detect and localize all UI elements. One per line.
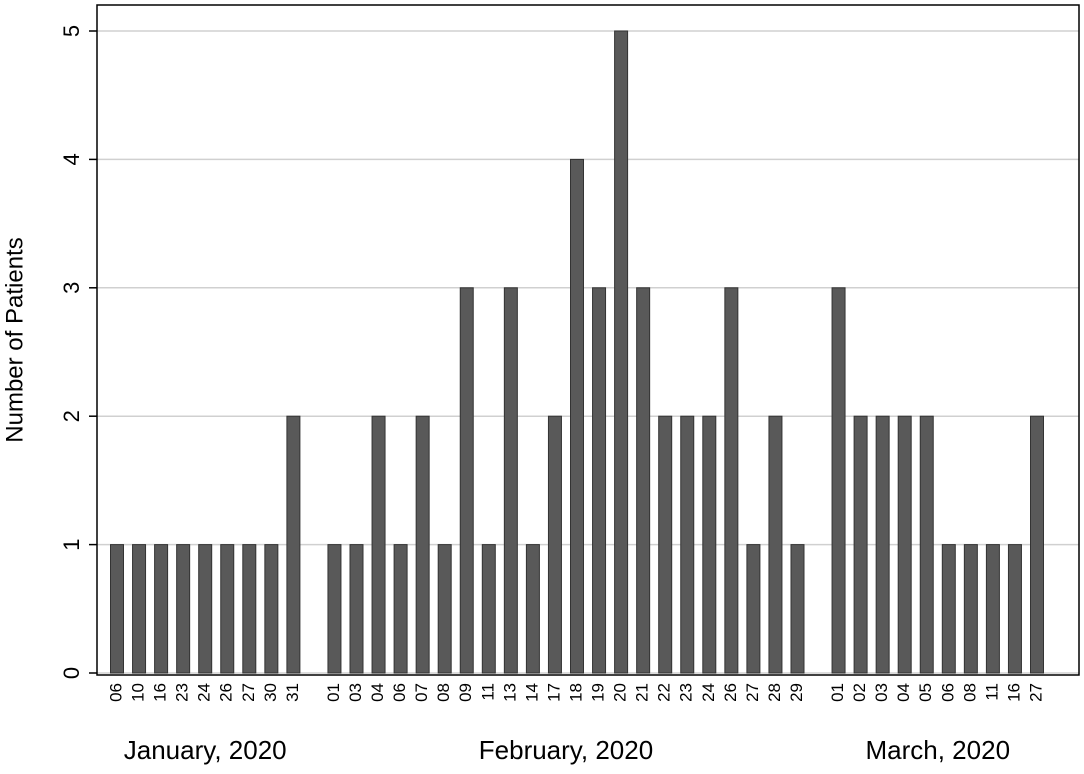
y-tick-label: 3 (59, 282, 84, 294)
x-tick-label: 27 (743, 683, 762, 702)
x-tick-label: 24 (699, 683, 718, 702)
x-tick-label: 24 (195, 683, 214, 702)
x-tick-label: 08 (434, 683, 453, 702)
x-tick-label: 06 (938, 683, 957, 702)
x-tick-label: 04 (894, 683, 913, 702)
x-tick-label: 11 (478, 683, 497, 701)
x-tick-label: 21 (633, 683, 652, 702)
bar (570, 158, 584, 674)
x-tick-label: 03 (346, 683, 365, 702)
bar (198, 544, 213, 674)
bar (985, 544, 1000, 674)
x-tick-label: 27 (1026, 683, 1045, 702)
bar (658, 415, 673, 674)
y-axis-label: Number of Patients (1, 237, 28, 442)
bar (371, 415, 386, 674)
bar (437, 544, 452, 674)
bar (875, 415, 890, 674)
y-tick-label: 2 (59, 410, 84, 422)
bar (176, 544, 191, 674)
x-tick-label: 31 (283, 683, 302, 702)
bar (286, 415, 301, 674)
x-tick-label: 10 (129, 683, 148, 702)
bar (897, 415, 912, 674)
bar (636, 287, 651, 674)
plot-frame (96, 4, 1080, 676)
x-tick-label: 09 (456, 683, 475, 702)
bar (790, 544, 805, 674)
group-label: February, 2020 (479, 735, 653, 765)
bar (853, 415, 868, 674)
x-tick-label: 18 (566, 683, 585, 702)
bar (459, 287, 474, 674)
bar (746, 544, 761, 674)
bar (680, 415, 695, 674)
x-tick-label: 20 (611, 683, 630, 702)
bar (525, 544, 540, 674)
bar (547, 415, 562, 674)
bar (1030, 415, 1044, 674)
bar (592, 287, 607, 674)
x-tick-label: 17 (544, 683, 563, 702)
bar (264, 544, 279, 674)
x-tick-label: 16 (151, 683, 170, 702)
x-tick-label: 22 (655, 683, 674, 702)
bar (154, 544, 169, 674)
x-tick-label: 01 (324, 683, 343, 702)
group-label: January, 2020 (124, 735, 287, 765)
x-tick-label: 07 (412, 683, 431, 702)
x-tick-label: 28 (765, 683, 784, 702)
x-tick-label: 29 (787, 683, 806, 702)
x-tick-label: 01 (828, 683, 847, 702)
x-tick-label: 06 (390, 683, 409, 702)
x-tick-label: 23 (173, 683, 192, 702)
y-tick-label: 0 (59, 667, 84, 679)
bar (415, 415, 430, 674)
bar (220, 544, 235, 674)
bar (110, 544, 124, 674)
x-tick-label: 16 (1004, 683, 1023, 702)
x-tick-label: 08 (960, 683, 979, 702)
bar (393, 544, 408, 674)
bar (327, 544, 342, 674)
bar (724, 287, 739, 674)
bar (349, 544, 364, 674)
bar (242, 544, 257, 674)
x-tick-label: 26 (721, 683, 740, 702)
bar (481, 544, 496, 674)
x-tick-label: 02 (850, 683, 869, 702)
x-tick-label: 27 (239, 683, 258, 702)
bar (831, 287, 846, 674)
x-tick-label: 11 (982, 683, 1001, 701)
bar (503, 287, 518, 674)
x-tick-label: 23 (677, 683, 696, 702)
x-tick-label: 19 (589, 683, 608, 702)
x-tick-label: 30 (261, 683, 280, 702)
bar (614, 30, 629, 674)
x-tick-label: 06 (106, 683, 125, 702)
bar (1007, 544, 1022, 674)
y-tick-label: 5 (59, 25, 84, 37)
x-tick-label: 14 (522, 683, 541, 702)
y-tick-label: 1 (59, 538, 84, 550)
x-tick-label: 05 (916, 683, 935, 702)
group-label: March, 2020 (866, 735, 1011, 765)
x-tick-label: 13 (500, 683, 519, 702)
bar (919, 415, 934, 674)
x-tick-label: 03 (872, 683, 891, 702)
x-tick-label: 26 (217, 683, 236, 702)
bar (963, 544, 978, 674)
y-tick-label: 4 (59, 153, 84, 165)
bar (132, 544, 147, 674)
bar (941, 544, 956, 674)
x-tick-label: 04 (368, 683, 387, 702)
bar (702, 415, 717, 674)
bar (768, 415, 783, 674)
